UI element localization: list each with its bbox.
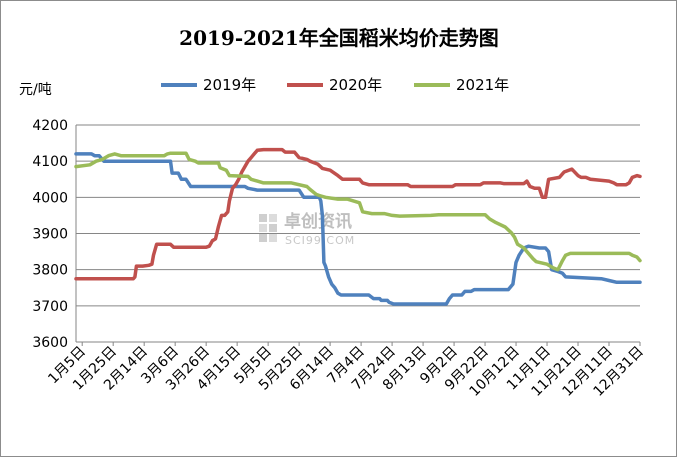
gridlines xyxy=(76,124,640,307)
y-tick-label: 4000 xyxy=(32,190,68,206)
y-tick-label: 4100 xyxy=(32,154,68,170)
legend-label: 2021年 xyxy=(456,76,509,94)
series-line-1 xyxy=(74,152,642,306)
watermark-text: 卓创资讯 xyxy=(284,211,352,232)
y-tick-label: 4200 xyxy=(32,118,68,134)
series-layer xyxy=(74,147,642,306)
y-tick-label: 3900 xyxy=(32,227,68,243)
series-line-2 xyxy=(74,147,642,281)
y-tick-label: 3800 xyxy=(32,263,68,279)
chart-title: 2019-2021年全国稻米均价走势图 xyxy=(179,26,499,50)
axes xyxy=(75,125,640,343)
y-tick-label: 3600 xyxy=(32,335,68,351)
legend-label: 2020年 xyxy=(329,76,382,94)
y-axis-ticks: 3600 3700 3800 3900 4000 4100 4200 xyxy=(32,118,68,351)
legend: 2019年 2020年 2021年 xyxy=(161,76,509,94)
x-axis-ticks: 1月5日1月25日2月14日3月6日3月26日4月15日5月5日5月25日6月1… xyxy=(45,342,647,400)
series-line-3 xyxy=(74,151,642,272)
y-tick-label: 3700 xyxy=(32,299,68,315)
watermark-subtext: SCI99.COM xyxy=(285,234,355,247)
legend-label: 2019年 xyxy=(203,76,256,94)
watermark: 卓创资讯 SCI99.COM xyxy=(259,211,355,247)
y-axis-unit-label: 元/吨 xyxy=(19,82,52,98)
watermark-logo-icon xyxy=(259,214,277,242)
